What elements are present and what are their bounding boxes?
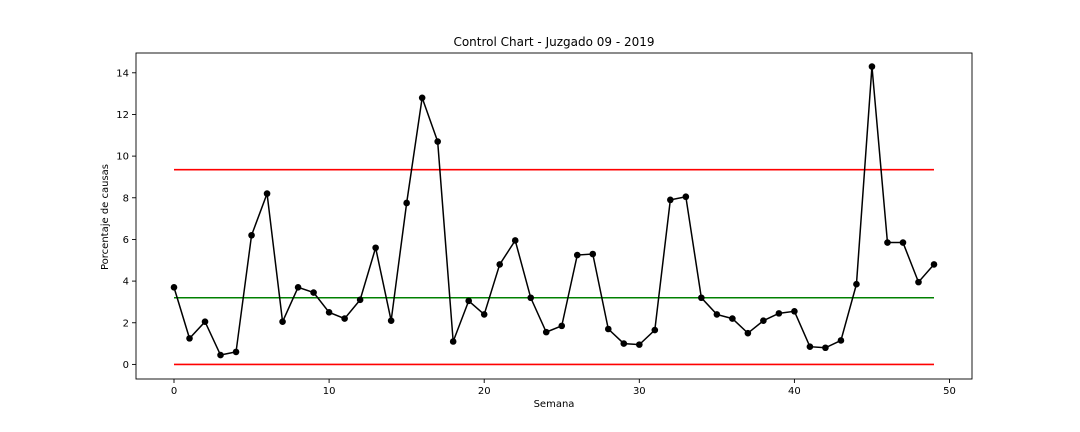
data-point [232,348,240,356]
data-point [449,338,457,345]
data-point [310,289,317,296]
series-line [173,66,935,356]
data-point [527,294,535,302]
data-point [667,196,674,204]
data-point [248,231,255,239]
data-point [217,351,224,359]
y-axis-title: Porcentaje de causas [100,164,111,270]
data-point [837,337,845,344]
data-point [496,261,504,268]
data-point [356,296,364,304]
data-point [915,278,922,286]
data-point [884,239,891,246]
x-tick-label: 10 [323,386,336,397]
data-point [868,63,876,70]
chart-title: Control Chart - Juzgado 09 - 2019 [453,35,654,49]
data-point [170,284,178,291]
data-point [760,317,767,324]
data-point [682,193,690,201]
data-point [263,190,271,197]
y-tick-label: 12 [116,110,129,121]
data-point [372,244,379,252]
data-point [713,311,721,318]
data-point [775,310,783,317]
data-point [698,294,705,302]
data-point [341,315,348,322]
y-tick-label: 6 [123,235,129,246]
data-point [853,280,860,288]
data-point [186,335,193,342]
data-point [791,308,798,315]
data-point [558,322,566,330]
data-point [403,199,410,207]
x-tick-label: 30 [633,386,646,397]
data-point [387,317,395,324]
data-point [465,297,472,305]
data-point [511,237,519,244]
data-point [294,284,302,291]
y-tick-label: 8 [123,193,129,204]
data-point [651,326,659,334]
data-point [729,315,736,322]
x-tick-label: 0 [171,386,177,397]
data-point [806,343,814,351]
x-tick-label: 20 [478,386,491,397]
data-point [589,250,597,258]
x-tick-label: 50 [943,386,956,397]
data-point [573,251,581,259]
data-point [620,340,628,347]
data-point [201,318,209,326]
y-tick-label: 2 [123,318,129,329]
data-point [899,239,907,246]
data-point [542,328,550,336]
y-tick-label: 14 [116,68,129,79]
data-point [480,311,488,318]
y-tick-label: 4 [123,277,129,288]
data-point [325,309,333,316]
data-point [418,94,426,102]
x-tick-label: 40 [788,386,801,397]
plot-area: 0 10 20 30 40 50 0 2 4 6 8 10 12 14 [116,52,973,397]
plot-frame [135,52,973,380]
data-point [930,261,938,268]
data-point [636,341,643,348]
data-point [822,344,829,352]
data-point [279,318,286,326]
data-point [434,138,441,145]
x-axis-title: Semana [534,399,575,410]
data-point [744,329,752,337]
y-tick-label: 10 [116,152,129,163]
data-point [604,325,612,333]
y-tick-label: 0 [123,360,129,371]
